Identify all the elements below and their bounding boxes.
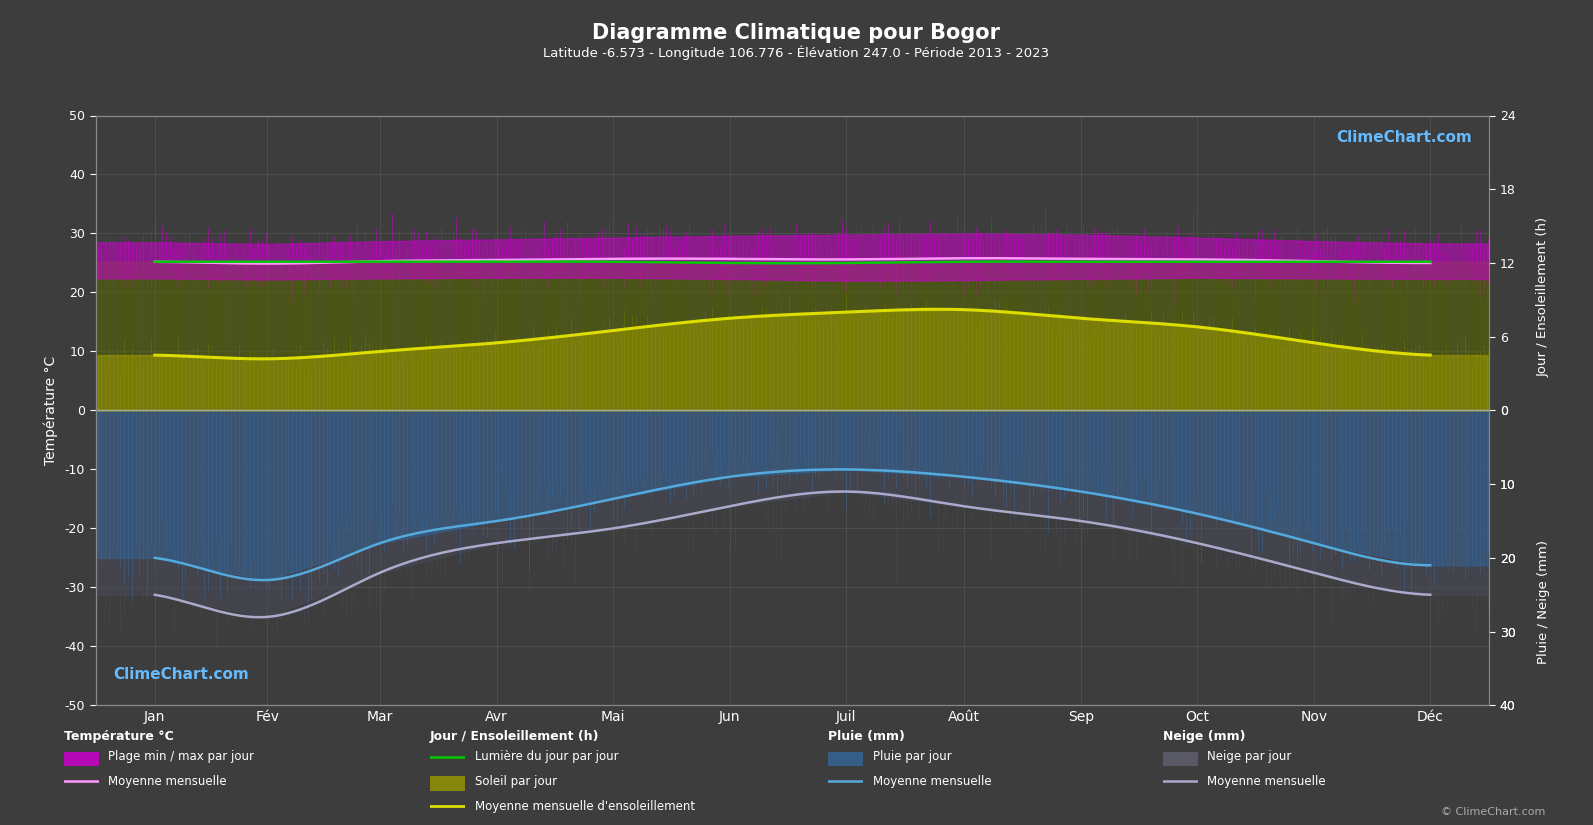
Text: Température °C: Température °C [64, 730, 174, 743]
Text: Plage min / max par jour: Plage min / max par jour [108, 750, 255, 763]
Text: ClimeChart.com: ClimeChart.com [1337, 130, 1472, 145]
Text: Pluie (mm): Pluie (mm) [828, 730, 905, 743]
Text: Lumière du jour par jour: Lumière du jour par jour [475, 750, 618, 763]
Text: Pluie / Neige (mm): Pluie / Neige (mm) [1537, 540, 1550, 664]
Text: Pluie par jour: Pluie par jour [873, 750, 951, 763]
Text: Moyenne mensuelle: Moyenne mensuelle [873, 775, 991, 788]
Text: Jour / Ensoleillement (h): Jour / Ensoleillement (h) [1537, 217, 1550, 377]
Text: Soleil par jour: Soleil par jour [475, 775, 558, 788]
Text: Neige par jour: Neige par jour [1207, 750, 1292, 763]
Text: Moyenne mensuelle: Moyenne mensuelle [1207, 775, 1325, 788]
Text: Diagramme Climatique pour Bogor: Diagramme Climatique pour Bogor [593, 23, 1000, 43]
Text: ClimeChart.com: ClimeChart.com [113, 667, 249, 681]
Text: Latitude -6.573 - Longitude 106.776 - Élévation 247.0 - Période 2013 - 2023: Latitude -6.573 - Longitude 106.776 - Él… [543, 45, 1050, 60]
Text: Neige (mm): Neige (mm) [1163, 730, 1246, 743]
Y-axis label: Température °C: Température °C [43, 356, 57, 465]
Text: Moyenne mensuelle d'ensoleillement: Moyenne mensuelle d'ensoleillement [475, 799, 695, 813]
Text: Jour / Ensoleillement (h): Jour / Ensoleillement (h) [430, 730, 599, 743]
Text: © ClimeChart.com: © ClimeChart.com [1440, 807, 1545, 817]
Text: Moyenne mensuelle: Moyenne mensuelle [108, 775, 226, 788]
